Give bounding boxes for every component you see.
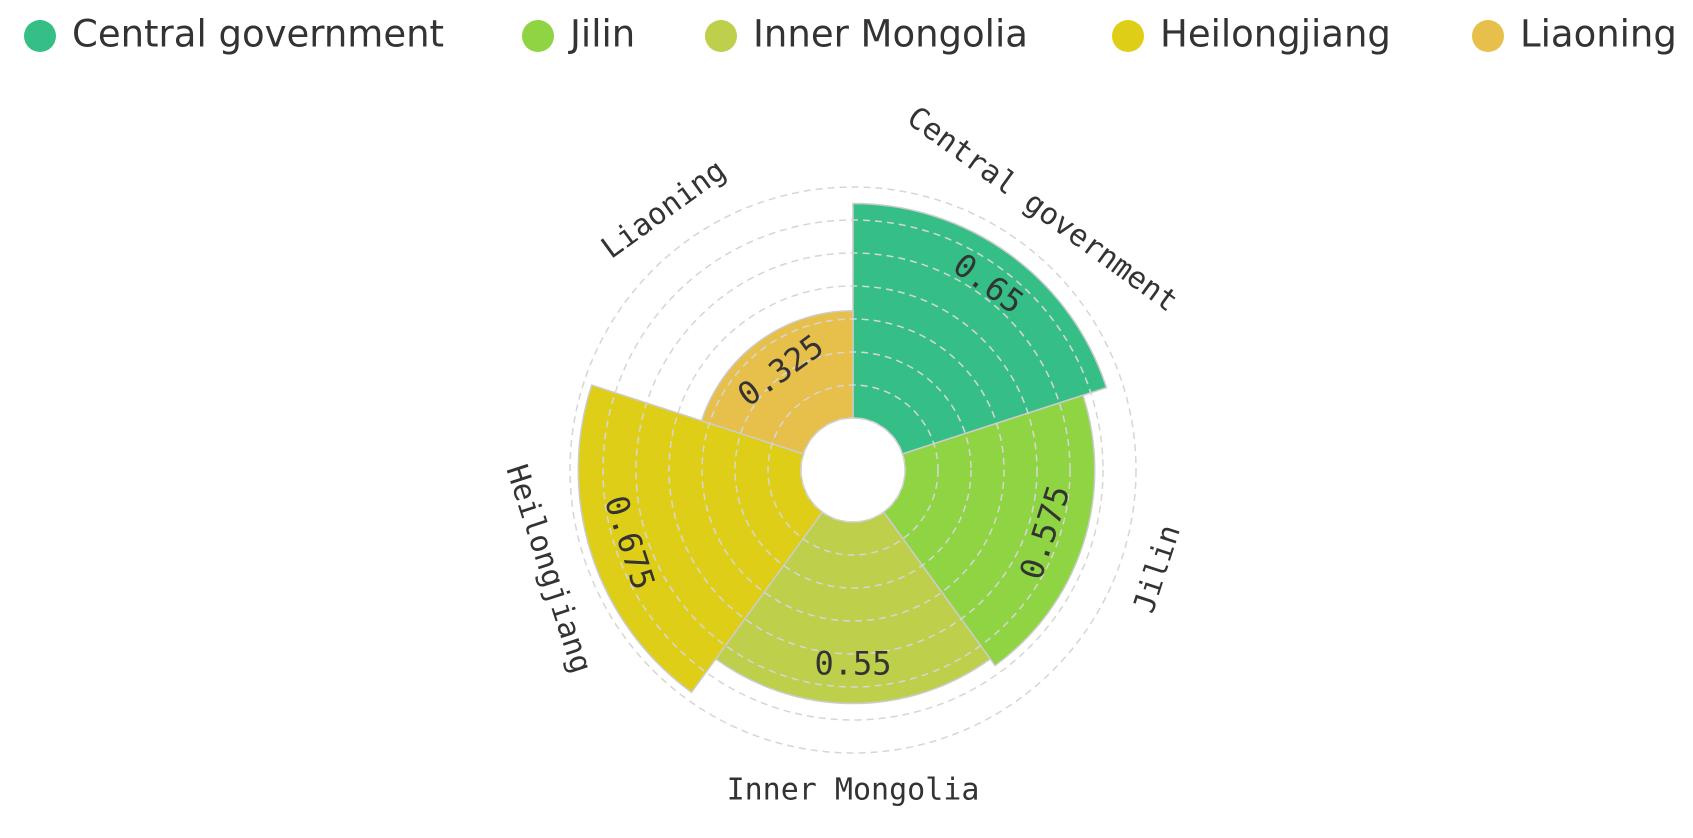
grid-circle <box>602 219 1104 721</box>
category-label: Inner Mongolia <box>727 773 980 808</box>
grid-circle <box>569 186 1137 754</box>
grid-circle <box>734 351 972 589</box>
category-label: Liaoning <box>595 153 732 266</box>
category-label: Jilin <box>1127 521 1188 618</box>
legend-label: Central government <box>72 13 444 56</box>
grid-circle <box>701 318 1005 622</box>
data-label: 0.55 <box>814 645 891 683</box>
legend-label: Jilin <box>568 13 635 56</box>
category-text: Inner Mongolia <box>727 773 980 808</box>
legend-label: Inner Mongolia <box>753 13 1028 56</box>
legend-marker <box>24 20 56 52</box>
legend-marker <box>1112 20 1144 52</box>
grid-circle <box>635 252 1071 688</box>
grid-circle <box>800 417 906 523</box>
bar <box>714 511 992 705</box>
legend-label: Heilongjiang <box>1160 13 1391 56</box>
grid-circle <box>668 285 1038 655</box>
grid-circle <box>767 384 939 556</box>
category-text: Liaoning <box>595 153 732 266</box>
category-text: Jilin <box>1127 521 1188 618</box>
legend-marker <box>705 20 737 52</box>
legend-label: Liaoning <box>1520 13 1677 56</box>
legend-marker <box>1472 20 1504 52</box>
legend-marker <box>522 20 554 52</box>
